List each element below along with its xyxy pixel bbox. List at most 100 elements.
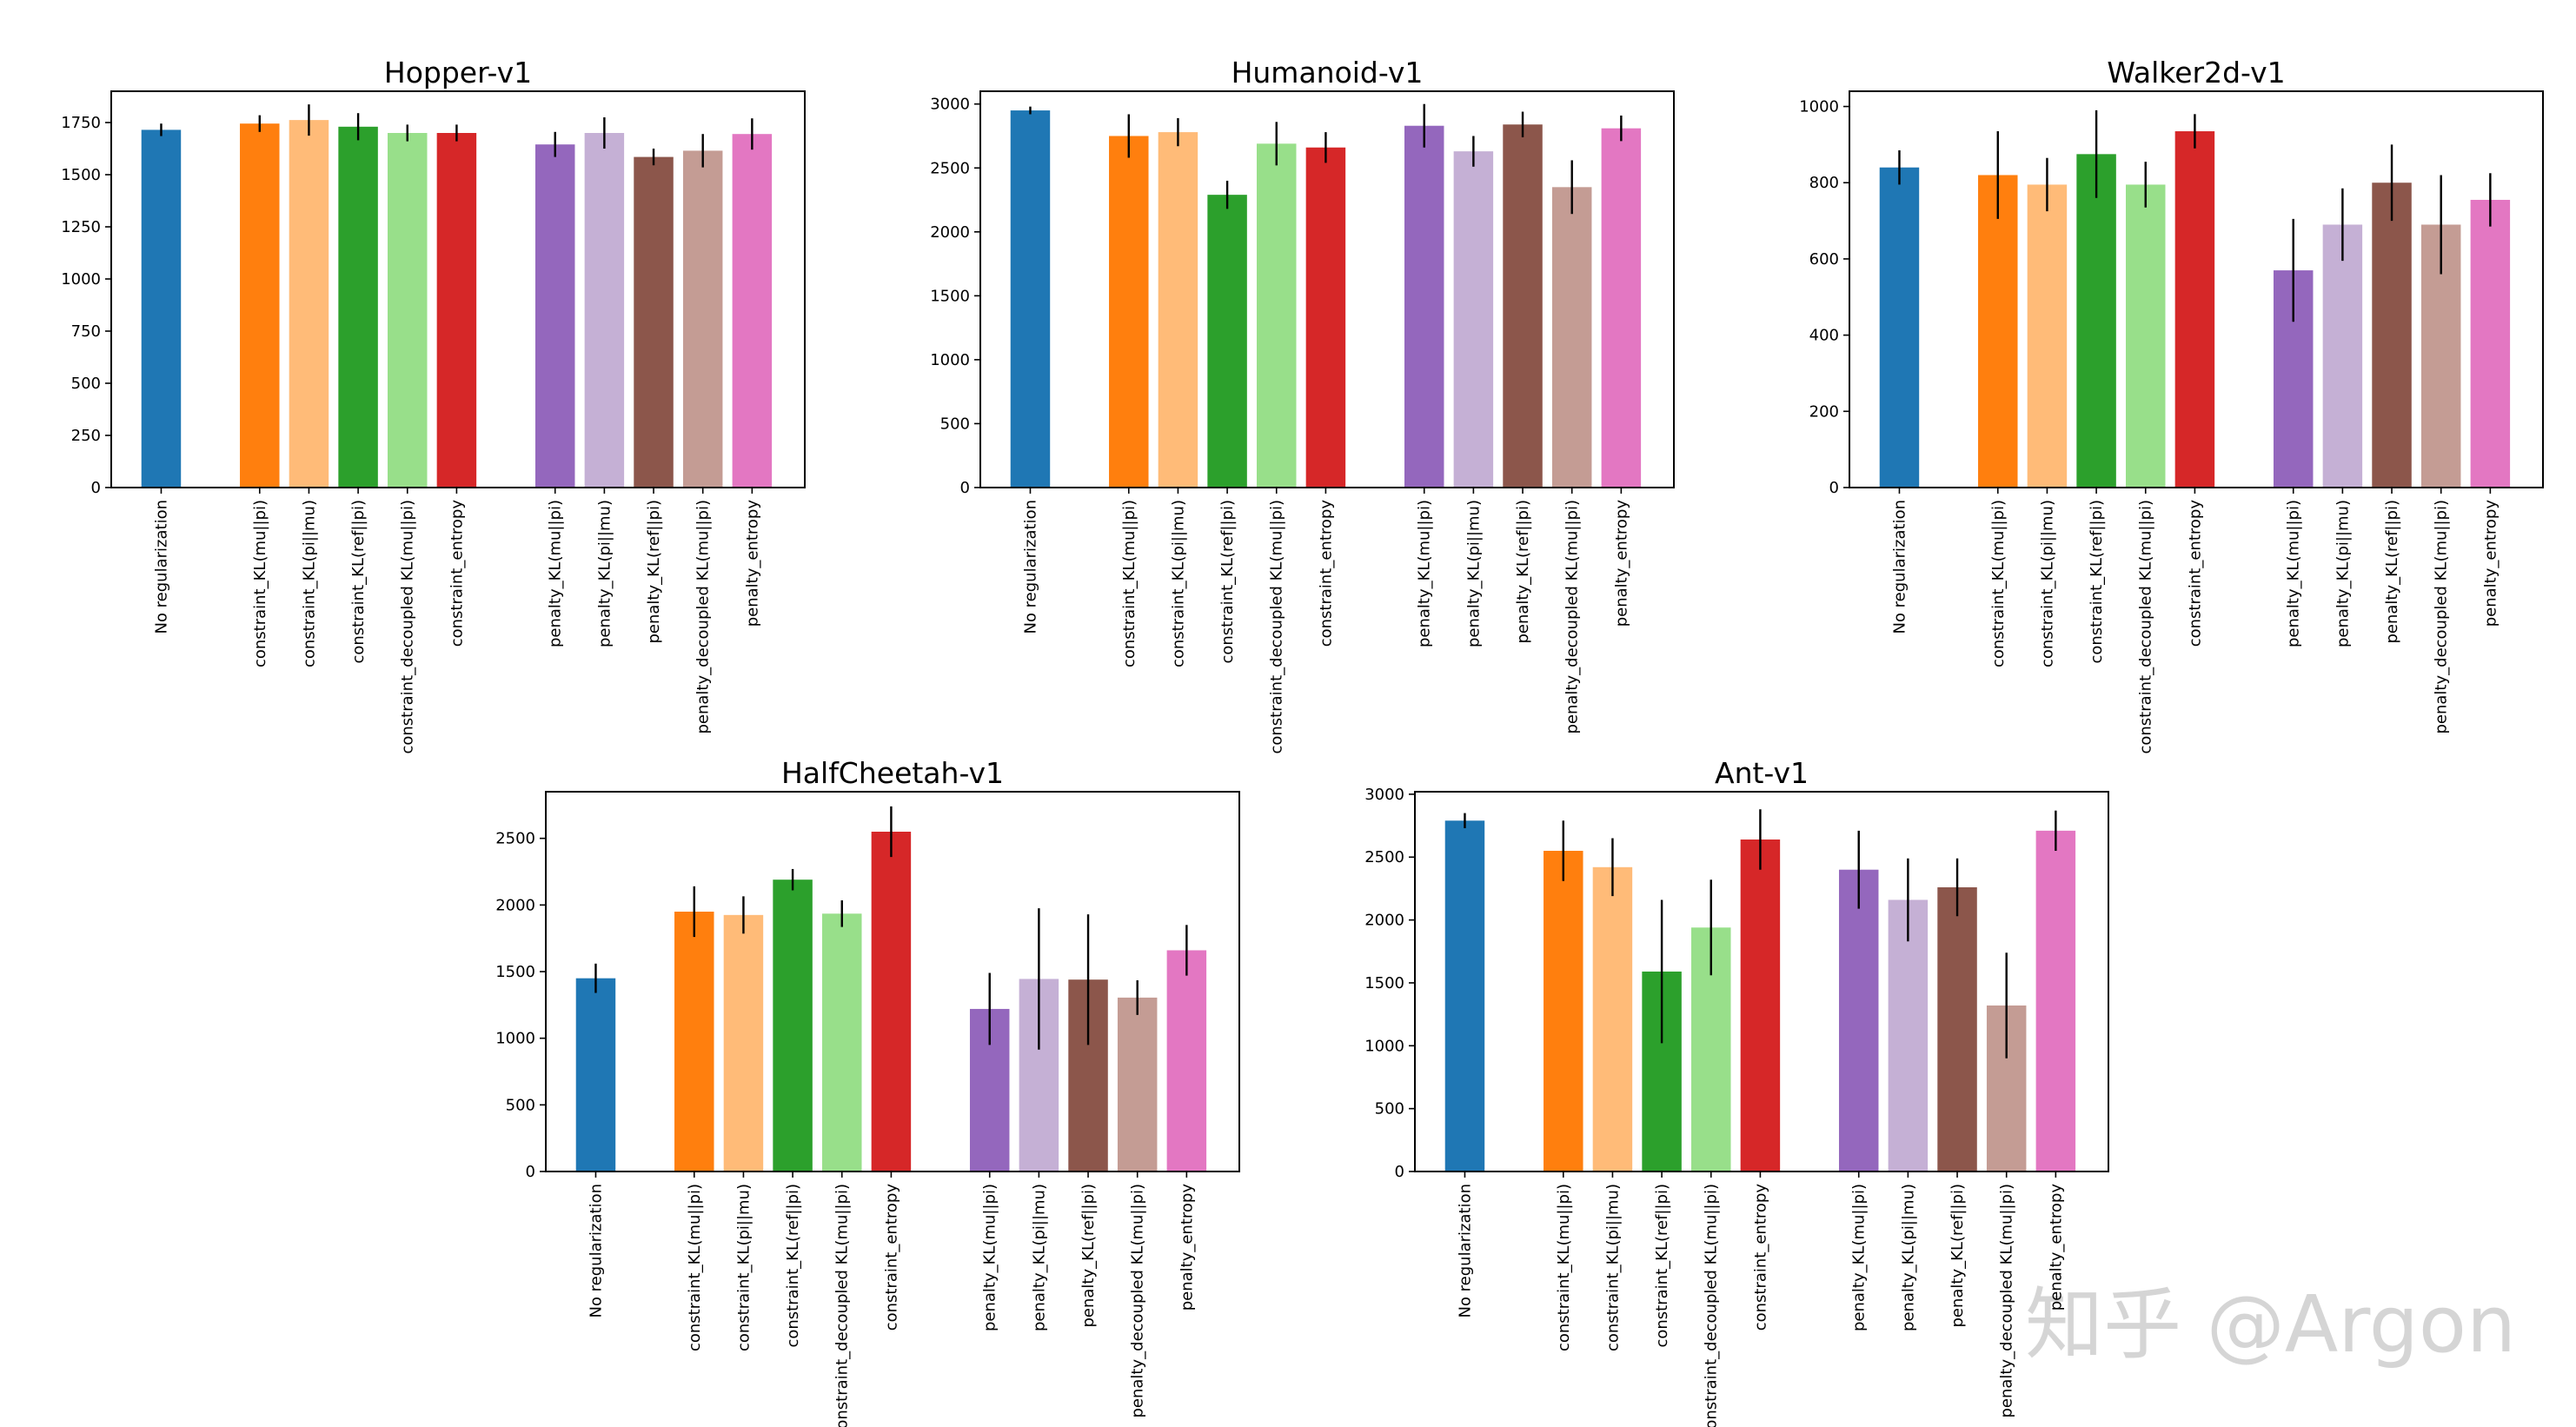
- chart-title: Humanoid-v1: [1232, 56, 1424, 90]
- x-tick-label: constraint_decoupled KL(mu||pi): [1268, 500, 1286, 754]
- y-tick-label: 1000: [495, 1030, 535, 1048]
- bar: [871, 832, 912, 1171]
- x-tick-label: penalty_KL(pi||mu): [595, 500, 614, 647]
- x-tick-label: constraint_entropy: [882, 1184, 900, 1331]
- x-tick-label: penalty_KL(pi||mu): [1030, 1184, 1048, 1331]
- x-tick-label: constraint_KL(mu||pi): [686, 1184, 704, 1351]
- x-tick-label: penalty_entropy: [1178, 1184, 1196, 1311]
- x-tick-label: constraint_decoupled KL(mu||pi): [2137, 500, 2155, 754]
- bar: [2035, 830, 2076, 1171]
- x-tick-label: penalty_KL(ref||pi): [1949, 1184, 1967, 1328]
- y-tick-label: 3000: [1364, 786, 1404, 804]
- bar: [723, 914, 764, 1171]
- bar: [1888, 899, 1929, 1171]
- chart-panel: Walker2d-v1 No regularization constraint_K…: [1799, 56, 2544, 754]
- x-tick-label: No regularization: [587, 1184, 605, 1318]
- bar: [2174, 131, 2215, 488]
- bar: [1010, 110, 1051, 488]
- axes-frame: [110, 90, 806, 488]
- bar: [388, 133, 428, 488]
- x-tick-label: constraint_KL(mu||pi): [1120, 500, 1139, 667]
- x-tick-label: penalty_KL(ref||pi): [645, 500, 663, 644]
- y-tick-label: 600: [1809, 250, 1839, 269]
- bar: [1551, 187, 1592, 488]
- y-tick-label: 1000: [61, 270, 101, 289]
- y-tick-label: 500: [940, 415, 970, 433]
- y-tick-label: 0: [526, 1163, 535, 1181]
- bar: [1937, 886, 1977, 1171]
- x-tick-label: No regularization: [152, 500, 170, 634]
- x-tick-label: constraint_decoupled KL(mu||pi): [399, 500, 417, 754]
- x-tick-label: penalty_KL(mu||pi): [981, 1184, 999, 1331]
- x-tick-label: constraint_entropy: [1751, 1184, 1769, 1331]
- y-tick-label: 1500: [930, 287, 970, 305]
- bar: [1592, 866, 1633, 1171]
- y-tick-label: 1500: [61, 166, 101, 184]
- x-tick-label: penalty_decoupled KL(mu||pi): [1998, 1184, 2016, 1418]
- y-tick-label: 0: [91, 479, 101, 497]
- y-tick-label: 1000: [930, 351, 970, 369]
- y-tick-label: 500: [71, 375, 101, 393]
- watermark-text: 知乎 @Argon: [2025, 1279, 2516, 1371]
- chart-panel: HalfCheetah-v1 No regularization constrain…: [495, 756, 1240, 1427]
- x-tick-label: constraint_KL(mu||pi): [1989, 500, 2008, 667]
- bar: [1404, 125, 1444, 488]
- bar: [436, 133, 477, 488]
- y-tick-label: 1000: [1364, 1037, 1404, 1055]
- x-tick-label: penalty_entropy: [2481, 500, 2500, 627]
- y-tick-label: 2500: [495, 830, 535, 848]
- bar: [534, 144, 575, 488]
- bar: [682, 150, 723, 488]
- y-tick-label: 1250: [61, 218, 101, 236]
- x-tick-label: penalty_entropy: [2047, 1184, 2065, 1311]
- axes-frame: [1849, 90, 2544, 488]
- bar: [1158, 132, 1198, 488]
- x-tick-label: constraint_KL(ref||pi): [1653, 1184, 1671, 1348]
- x-tick-label: penalty_decoupled KL(mu||pi): [694, 500, 713, 734]
- x-tick-label: penalty_decoupled KL(mu||pi): [1564, 500, 1582, 734]
- y-tick-label: 1000: [1799, 98, 1839, 116]
- x-tick-label: penalty_KL(pi||mu): [1464, 500, 1483, 647]
- chart-title: Hopper-v1: [384, 56, 532, 90]
- x-tick-label: constraint_entropy: [2186, 500, 2204, 647]
- bar: [1166, 950, 1207, 1171]
- y-tick-label: 1500: [495, 963, 535, 981]
- chart-title: HalfCheetah-v1: [781, 756, 1004, 790]
- x-tick-label: penalty_entropy: [743, 500, 761, 627]
- bar: [1444, 820, 1485, 1171]
- bar: [2322, 224, 2363, 488]
- x-tick-label: penalty_KL(ref||pi): [1079, 1184, 1098, 1328]
- y-tick-label: 3000: [930, 96, 970, 114]
- chart-panel: Hopper-v1 No regularization constraint_KL(…: [61, 56, 806, 754]
- x-tick-label: No regularization: [1021, 500, 1039, 634]
- x-tick-label: No regularization: [1890, 500, 1909, 634]
- y-tick-label: 1750: [61, 114, 101, 132]
- x-tick-label: constraint_KL(mu||pi): [1555, 1184, 1573, 1351]
- bar: [1544, 851, 1583, 1171]
- y-tick-label: 500: [506, 1096, 535, 1114]
- x-tick-label: penalty_KL(mu||pi): [2285, 500, 2303, 647]
- x-tick-label: penalty_KL(pi||mu): [1899, 1184, 1917, 1331]
- bar: [1879, 167, 1920, 488]
- bar: [1109, 136, 1149, 488]
- x-tick-label: constraint_entropy: [1317, 500, 1335, 647]
- x-tick-label: constraint_KL(ref||pi): [2088, 500, 2106, 664]
- bar: [1978, 175, 2018, 488]
- bar: [1601, 128, 1642, 488]
- chart-title: Ant-v1: [1715, 756, 1809, 790]
- bar: [1207, 195, 1247, 488]
- y-tick-label: 2000: [1364, 912, 1404, 930]
- bar: [141, 129, 182, 488]
- x-tick-label: constraint_KL(mu||pi): [251, 500, 269, 667]
- bar: [240, 123, 280, 488]
- bar: [822, 913, 862, 1171]
- bar: [2470, 199, 2511, 488]
- x-tick-label: constraint_KL(pi||mu): [300, 500, 318, 667]
- bar: [634, 156, 674, 488]
- y-tick-label: 250: [71, 427, 101, 445]
- x-tick-label: penalty_decoupled KL(mu||pi): [1129, 1184, 1147, 1418]
- x-tick-label: penalty_decoupled KL(mu||pi): [2433, 500, 2451, 734]
- bar: [2076, 154, 2116, 488]
- bar: [1838, 869, 1879, 1171]
